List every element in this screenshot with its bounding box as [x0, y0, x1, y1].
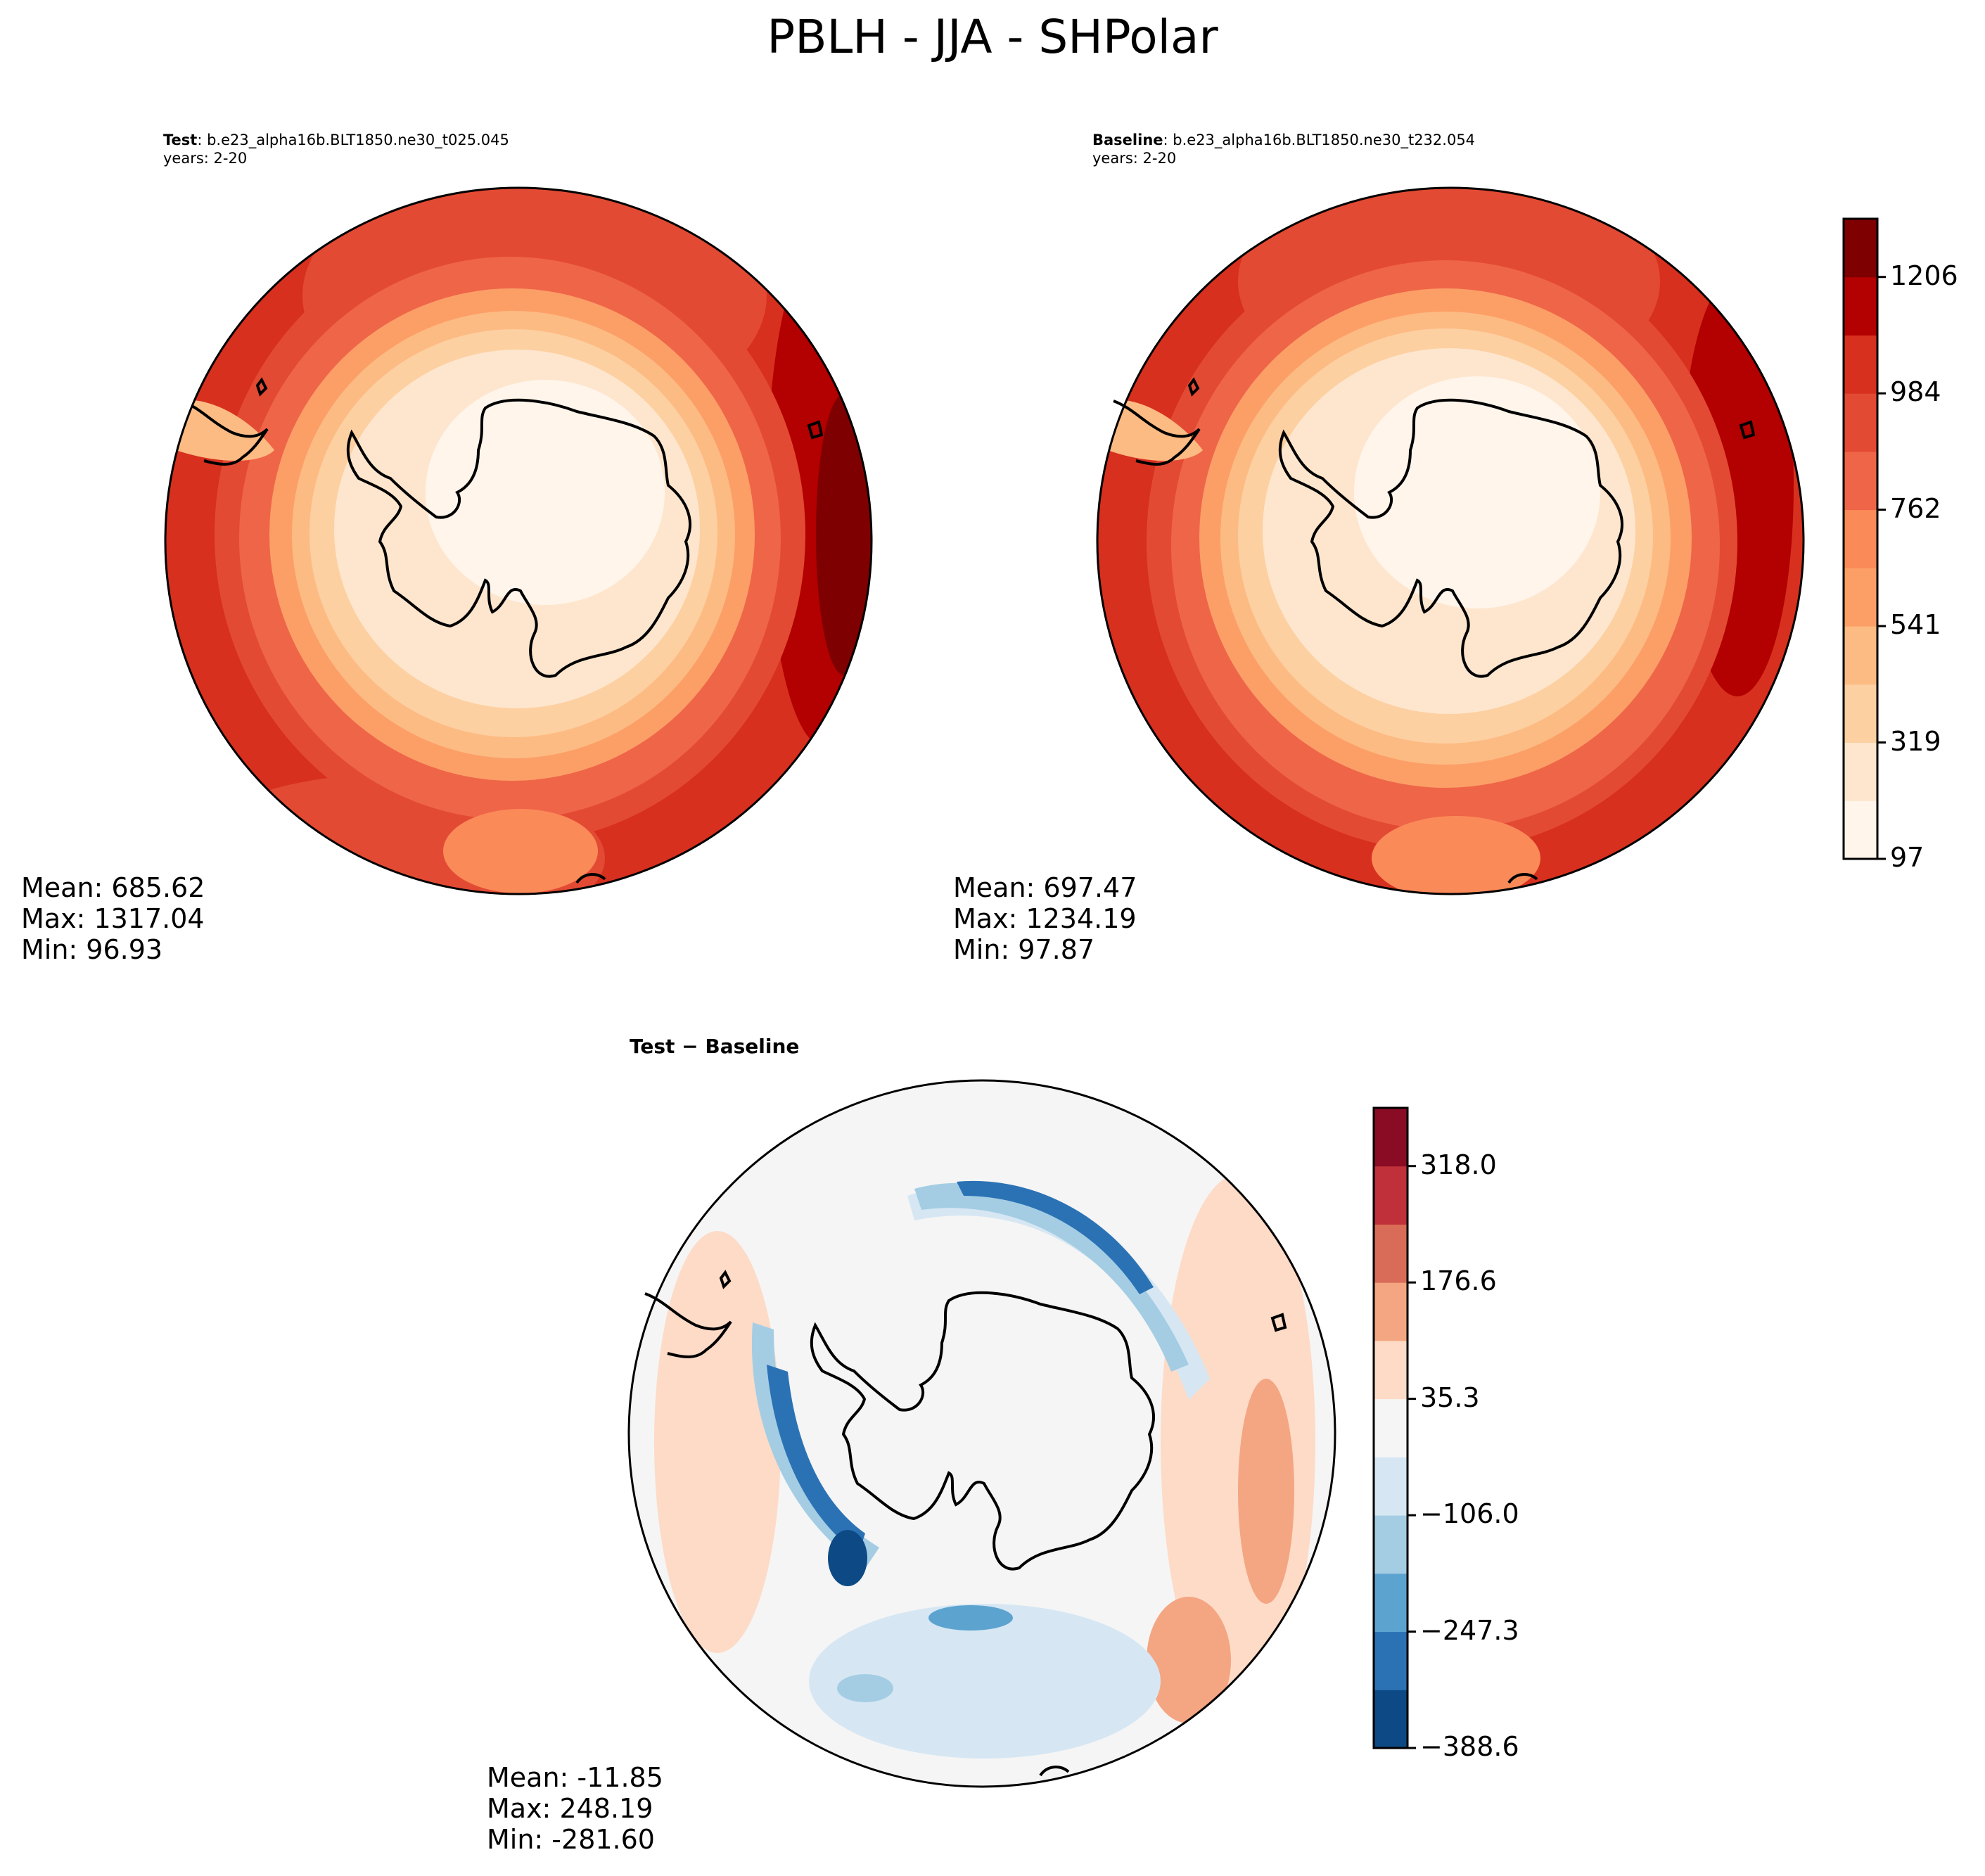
baseline-max: Max: 1234.19 [953, 903, 1137, 934]
test-max: Max: 1317.04 [21, 903, 205, 934]
test-map-boundary [164, 186, 873, 895]
test-case-name: : b.e23_alpha16b.BLT1850.ne30_t025.045 [197, 132, 509, 148]
test-stats: Mean: 685.62 Max: 1317.04 Min: 96.93 [21, 872, 205, 965]
colorbar-difference-frame [1372, 1106, 1409, 1749]
difference-map [629, 1080, 1335, 1787]
baseline-years: years: 2-20 [1092, 150, 1177, 167]
colorbar-pblh-band [1844, 276, 1877, 336]
baseline-min: Min: 97.87 [953, 934, 1095, 965]
colorbar-pblh-tick-label: 762 [1890, 492, 1941, 524]
colorbar-pblh-tick-label: 1206 [1890, 260, 1958, 291]
difference-map-boundary [627, 1079, 1336, 1788]
colorbar-difference-band [1374, 1340, 1408, 1400]
colorbar-difference-tick-label: 35.3 [1420, 1382, 1480, 1413]
colorbar-pblh-band [1844, 393, 1877, 452]
colorbar-pblh-tick-label: 541 [1890, 609, 1941, 641]
colorbar-pblh-band [1844, 684, 1877, 744]
test-mean: Mean: 685.62 [21, 872, 205, 903]
colorbar-difference-tick-label: −388.6 [1420, 1731, 1519, 1762]
test-min: Min: 96.93 [21, 934, 163, 965]
colorbar-pblh-band [1844, 568, 1877, 627]
colorbar-pblh-band [1844, 451, 1877, 511]
test-panel-title: Test: b.e23_alpha16b.BLT1850.ne30_t025.0… [163, 131, 509, 167]
colorbar-difference-tick-label: −106.0 [1420, 1498, 1519, 1530]
colorbar-difference-tick-label: 318.0 [1420, 1149, 1497, 1180]
figure-title: PBLH - JJA - SHPolar [767, 10, 1218, 64]
colorbar-pblh-band [1844, 335, 1877, 394]
colorbar-difference-tick-label: 176.6 [1420, 1265, 1497, 1297]
colorbar-pblh-frame [1842, 217, 1879, 860]
baseline-map-boundary [1096, 186, 1805, 895]
colorbar-pblh-tick-label: 97 [1890, 842, 1925, 873]
colorbar-pblh [1842, 217, 1886, 860]
test-years: years: 2-20 [163, 150, 248, 167]
colorbar-difference-band [1374, 1108, 1408, 1167]
colorbar-difference-band [1374, 1457, 1408, 1516]
difference-max: Max: 248.19 [487, 1793, 653, 1824]
colorbar-difference-tick-label: −247.3 [1420, 1614, 1519, 1646]
colorbar-pblh-band [1844, 800, 1877, 860]
colorbar-difference-band [1374, 1573, 1408, 1633]
colorbar-pblh-band [1844, 219, 1877, 278]
colorbar-pblh-band [1844, 742, 1877, 801]
colorbar-pblh-band [1844, 626, 1877, 685]
baseline-coastline [1113, 377, 1756, 884]
difference-stats: Mean: -11.85 Max: 248.19 Min: -281.60 [487, 1762, 663, 1855]
colorbar-difference-band [1374, 1631, 1408, 1690]
baseline-panel-title: Baseline: b.e23_alpha16b.BLT1850.ne30_t2… [1092, 131, 1475, 167]
difference-min: Min: -281.60 [487, 1824, 655, 1855]
colorbar-pblh-tick-label: 319 [1890, 725, 1941, 757]
baseline-case-name: : b.e23_alpha16b.BLT1850.ne30_t232.054 [1163, 132, 1476, 148]
difference-mean: Mean: -11.85 [487, 1762, 663, 1793]
test-map [165, 188, 872, 894]
test-label: Test [163, 132, 198, 148]
diff-panel-title: Test − Baseline [630, 1035, 800, 1058]
colorbar-difference-band [1374, 1282, 1408, 1341]
baseline-label: Baseline [1092, 132, 1163, 148]
baseline-stats: Mean: 697.47 Max: 1234.19 Min: 97.87 [953, 872, 1137, 965]
colorbar-difference-band [1374, 1398, 1408, 1457]
colorbar-difference-band [1374, 1224, 1408, 1283]
colorbar-difference [1372, 1106, 1416, 1749]
test-coastline [181, 377, 824, 884]
colorbar-difference-band [1374, 1166, 1408, 1225]
colorbar-pblh-band [1844, 509, 1877, 568]
difference-coastline [644, 1270, 1287, 1777]
baseline-mean: Mean: 697.47 [953, 872, 1137, 903]
colorbar-difference-band [1374, 1690, 1408, 1749]
baseline-map [1097, 188, 1804, 894]
colorbar-difference-band [1374, 1515, 1408, 1574]
colorbar-pblh-tick-label: 984 [1890, 376, 1941, 408]
